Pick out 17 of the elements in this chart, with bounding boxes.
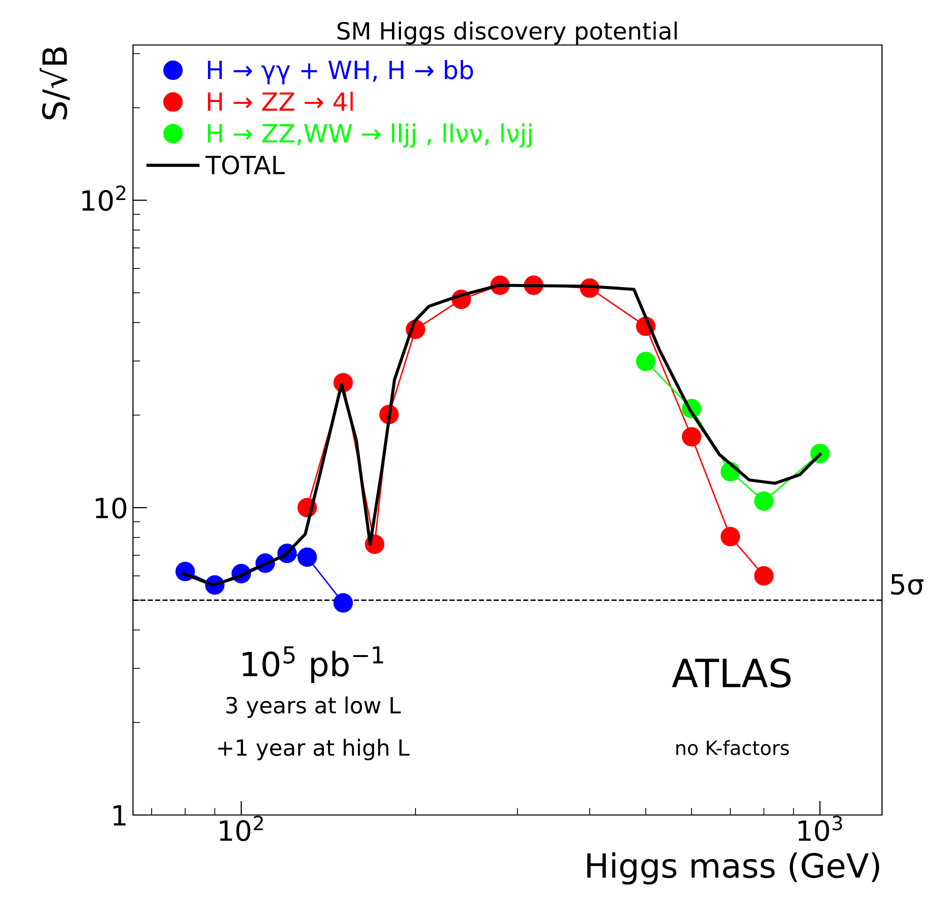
legend-label: TOTAL	[205, 156, 285, 174]
x-tick-label: 10$^{3}$	[798, 816, 842, 842]
annotation: 3 years at low L	[226, 696, 401, 718]
chart-title: SM Higgs discovery potential	[338, 22, 677, 44]
legend-label: H → ZZ → 4l	[208, 92, 353, 111]
annotation: +1 year at high L	[218, 738, 410, 760]
legend-label: H → γγ + WH, H → bb	[208, 60, 473, 84]
annotation: ATLAS	[672, 658, 791, 688]
annotation: 10$^{5}$ pb$^{−1}$	[242, 646, 384, 684]
y-tick-label: 10$^{2}$	[82, 186, 126, 211]
x-axis-title: Higgs mass (GeV)	[587, 852, 880, 885]
legend-label: H → ZZ,WW → lljj , llνν, lνjj	[208, 123, 532, 148]
y-tick-label: 10	[96, 498, 126, 519]
y-tick-label: 1	[114, 805, 126, 826]
annotation: no K-factors	[676, 740, 789, 756]
y-axis-title: S/√B	[40, 47, 70, 120]
ref-line-label: 5σ	[891, 574, 924, 595]
